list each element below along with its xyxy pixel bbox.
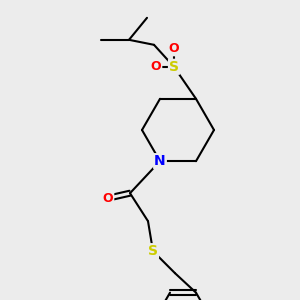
Text: O: O	[151, 60, 161, 73]
Text: N: N	[154, 154, 166, 168]
Text: S: S	[148, 244, 158, 258]
Text: S: S	[169, 60, 179, 74]
Text: O: O	[103, 192, 113, 205]
Text: O: O	[169, 42, 179, 55]
